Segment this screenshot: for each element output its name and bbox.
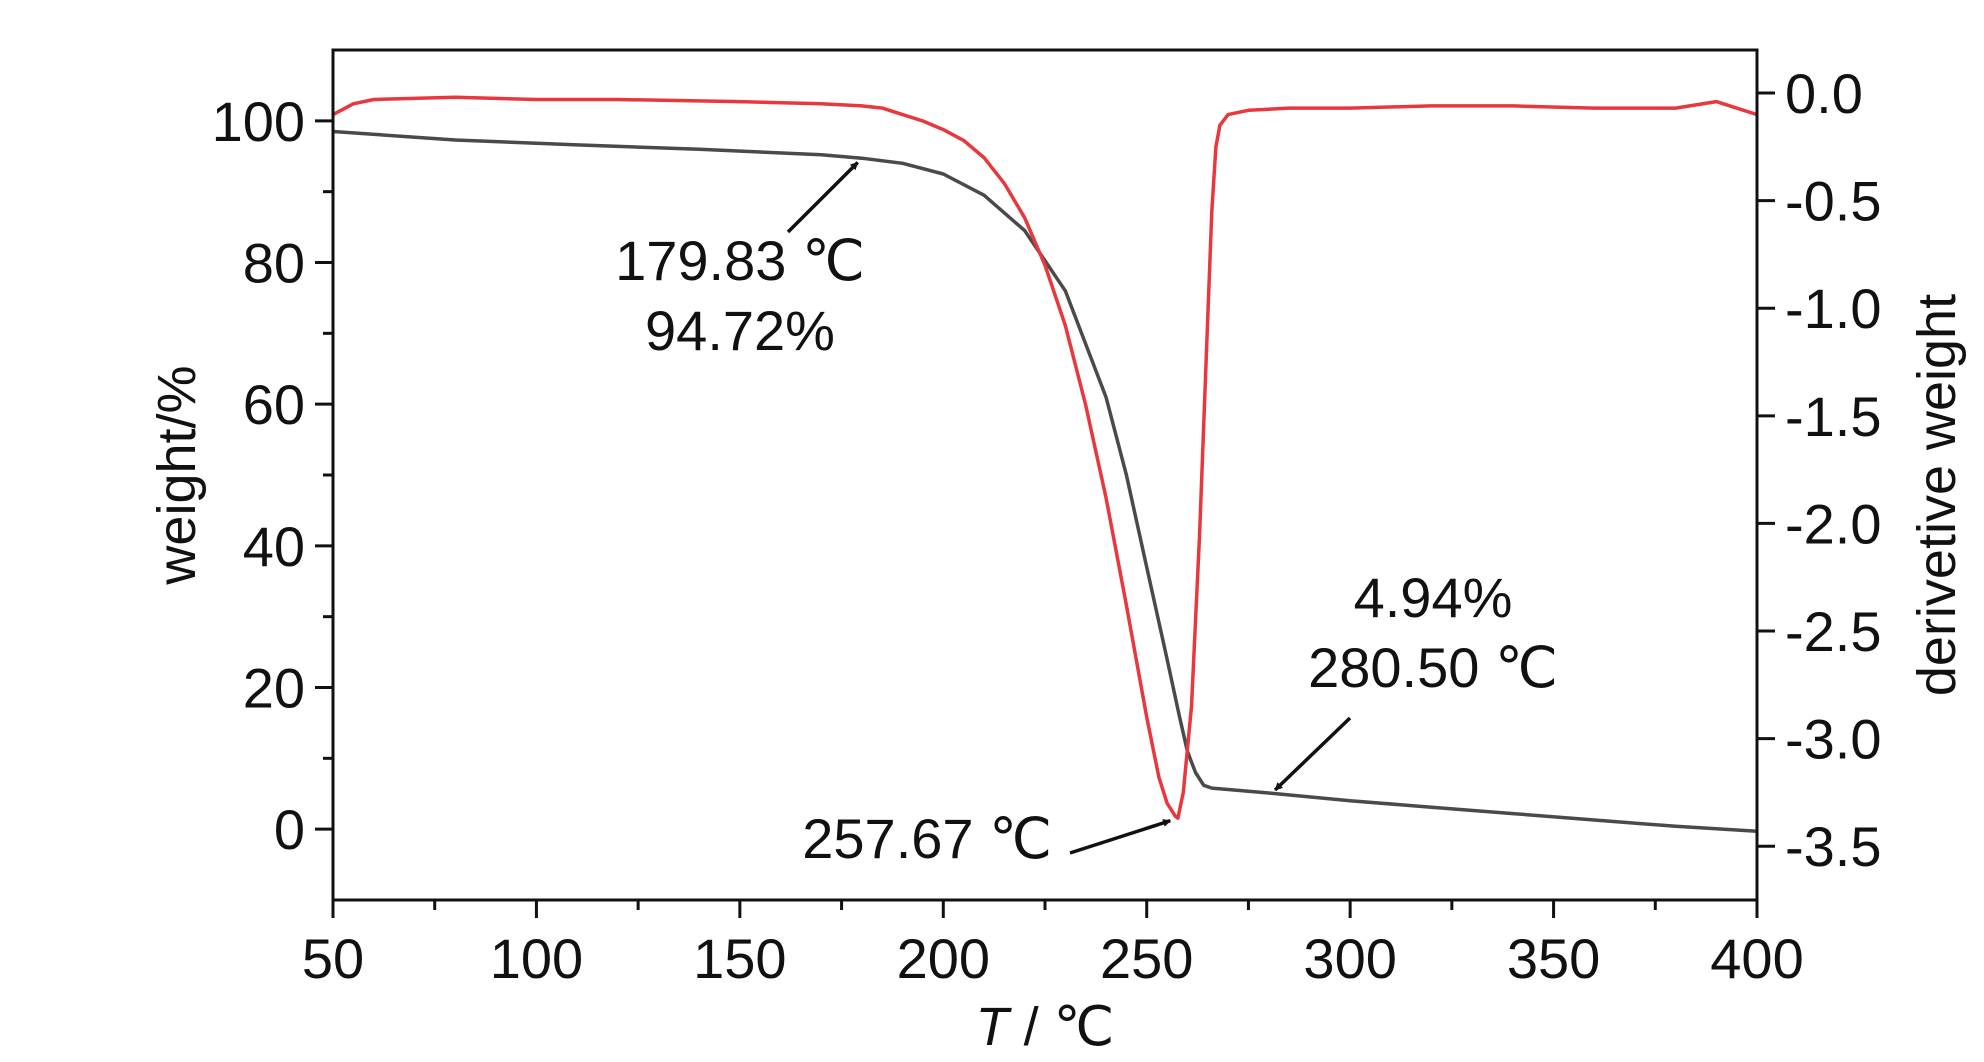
y-left-tick-label: 80	[243, 232, 305, 295]
x-tick-label: 200	[897, 927, 990, 990]
x-tick-label: 150	[693, 927, 786, 990]
x-tick-label: 250	[1100, 927, 1193, 990]
x-tick-label: 100	[490, 927, 583, 990]
y-right-tick-label: -3.5	[1785, 815, 1882, 878]
series-weight-line	[333, 129, 1757, 834]
y-right-tick-label: -3.0	[1785, 708, 1882, 771]
y-axis-left-title: weight/%	[147, 365, 207, 585]
annotation-label: 179.83 ℃	[615, 229, 865, 292]
y-right-tick-label: -2.0	[1785, 492, 1882, 555]
x-tick-label: 50	[302, 927, 364, 990]
y-left-tick-label: 100	[212, 90, 305, 153]
x-tick-label: 350	[1507, 927, 1600, 990]
y-right-tick-label: -1.0	[1785, 277, 1882, 340]
y-right-tick-label: -1.5	[1785, 385, 1882, 448]
series-derivative-weight-line	[333, 95, 1757, 820]
plot-frame	[331, 48, 1759, 902]
x-axis-title-italic: T	[976, 997, 1013, 1057]
annotation-label: 4.94%	[1354, 566, 1513, 629]
annotation-label: 280.50 ℃	[1308, 636, 1558, 699]
y-left-tick-label: 60	[243, 373, 305, 436]
y-left-tick-label: 40	[243, 515, 305, 578]
y-axis-right-title: derivetive weight	[1907, 294, 1967, 696]
y-left-tick-label: 20	[243, 657, 305, 720]
x-axis-title: T / ℃	[976, 997, 1115, 1057]
annotation-label: 94.72%	[645, 299, 835, 362]
annotation-arrow	[786, 161, 859, 234]
annotation-label: 257.67 ℃	[802, 807, 1052, 870]
y-right-tick-label: -2.5	[1785, 600, 1882, 663]
x-tick-label: 300	[1303, 927, 1396, 990]
x-tick-label: 400	[1710, 927, 1803, 990]
x-axis-title-unit: / ℃	[1009, 997, 1115, 1057]
annotation-arrow	[1069, 819, 1172, 855]
y-right-tick-label: -0.5	[1785, 170, 1882, 233]
y-left-tick-label: 0	[274, 798, 305, 861]
annotation-arrow	[1273, 716, 1352, 792]
y-right-tick-label: 0.0	[1785, 62, 1863, 125]
